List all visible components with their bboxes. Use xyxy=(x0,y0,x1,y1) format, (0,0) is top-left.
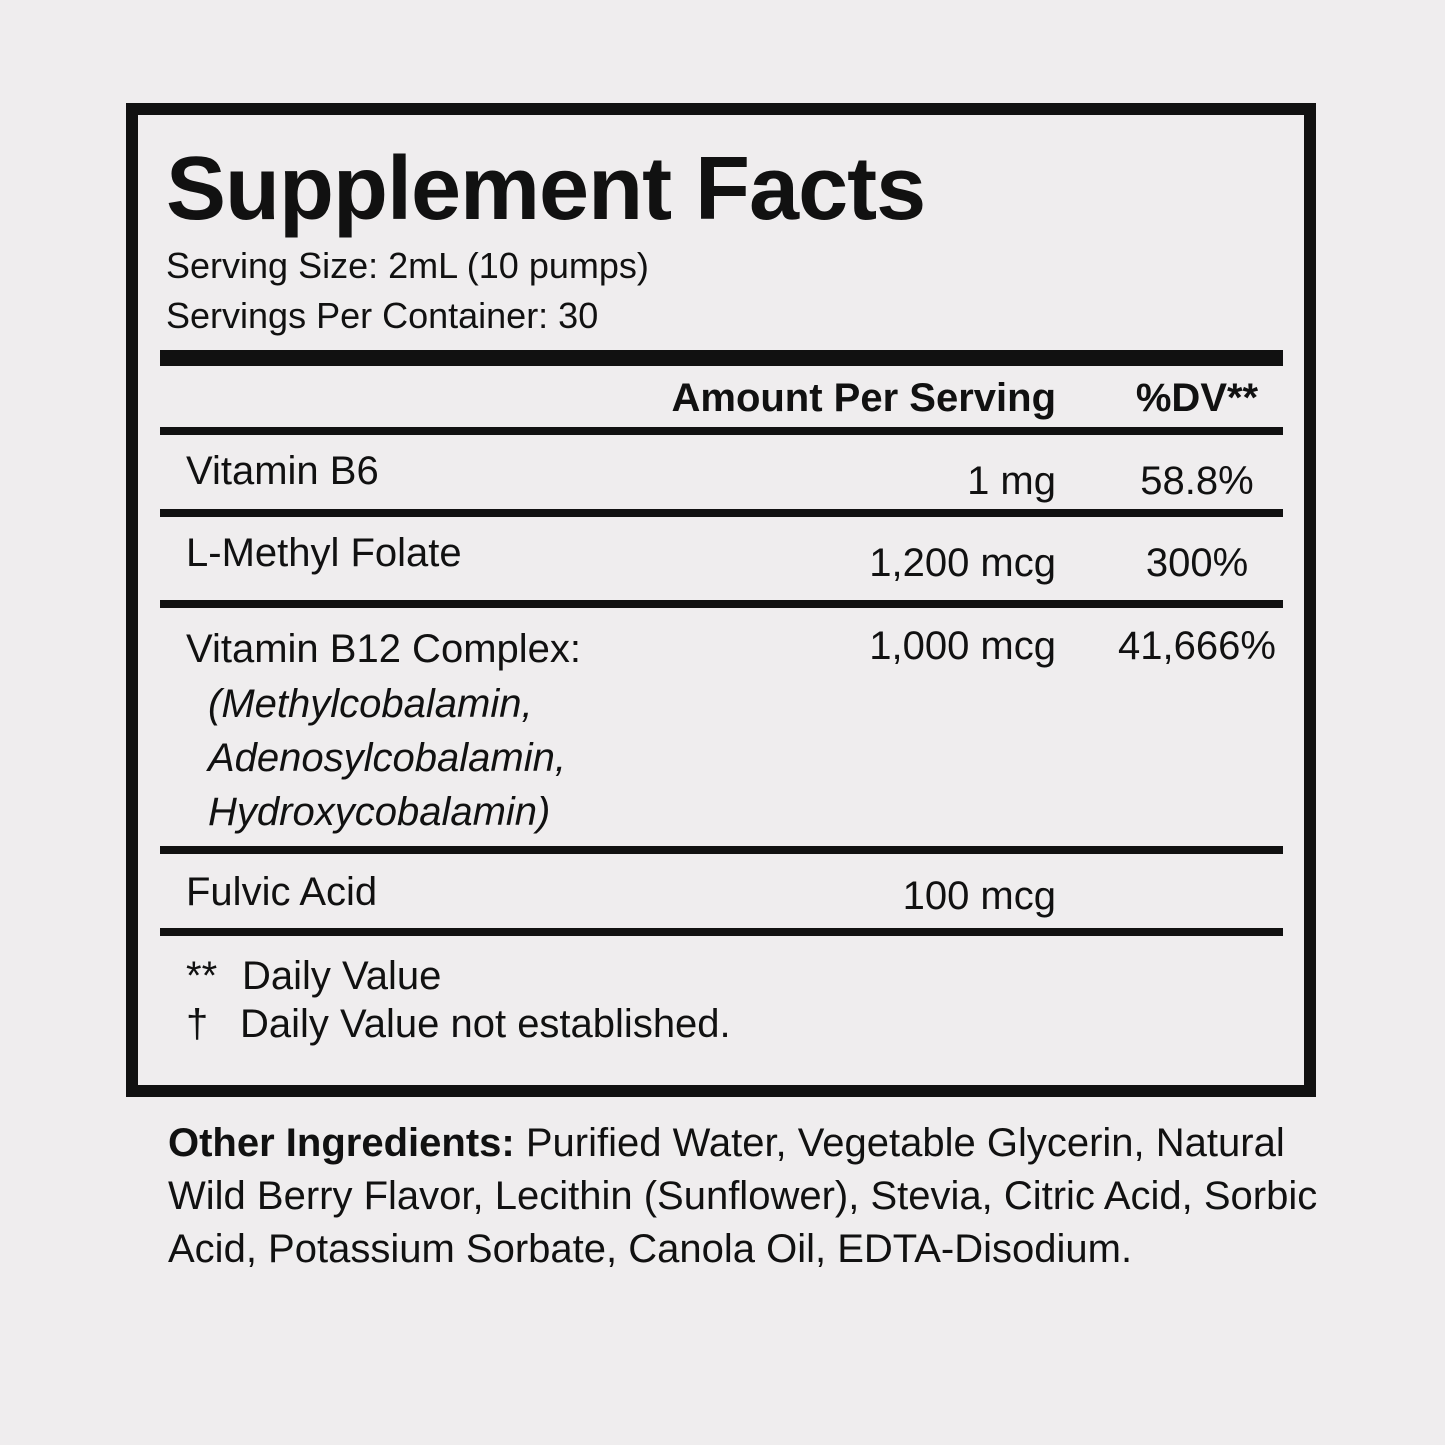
nutrient-sub: Hydroxycobalamin) xyxy=(208,790,551,834)
other-ingredients: Other Ingredients: Purified Water, Veget… xyxy=(168,1117,1318,1276)
rule xyxy=(160,600,1283,608)
other-ingredients-text: Purified Water, Vegetable Glycerin, Natu… xyxy=(168,1121,1318,1271)
nutrient-amount: 1 mg xyxy=(967,459,1056,503)
rule xyxy=(160,846,1283,854)
footnote-text: Daily Value xyxy=(242,954,442,998)
facts-box xyxy=(126,103,1316,1097)
nutrient-name: Vitamin B12 Complex: xyxy=(186,627,581,671)
serving-size: Serving Size: 2mL (10 pumps) xyxy=(166,245,649,286)
other-ingredients-label: Other Ingredients: xyxy=(168,1121,515,1165)
header-dv: %DV** xyxy=(1135,376,1259,420)
nutrient-dv: 300% xyxy=(1145,541,1249,585)
header-amount: Amount Per Serving xyxy=(671,376,1056,420)
nutrient-amount: 100 mcg xyxy=(902,874,1056,918)
nutrient-amount: 1,000 mcg xyxy=(869,624,1056,668)
nutrient-sub: Adenosylcobalamin, xyxy=(208,736,566,780)
footnote-symbol: ** xyxy=(186,954,218,998)
rule xyxy=(160,427,1283,435)
footnote-symbol: † xyxy=(186,1002,209,1046)
title: Supplement Facts xyxy=(166,139,926,239)
nutrient-dv: 58.8% xyxy=(1140,459,1254,503)
thick-rule xyxy=(160,350,1283,366)
rule xyxy=(160,928,1283,936)
nutrient-amount: 1,200 mcg xyxy=(869,541,1056,585)
nutrient-dv: 41,666% xyxy=(1118,624,1276,668)
nutrient-name: L-Methyl Folate xyxy=(186,531,462,575)
nutrient-name: Fulvic Acid xyxy=(186,870,378,914)
nutrient-name: Vitamin B6 xyxy=(186,449,379,493)
rule xyxy=(160,509,1283,517)
servings-per-container: Servings Per Container: 30 xyxy=(166,295,599,336)
nutrient-sub: (Methylcobalamin, xyxy=(208,682,533,726)
footnote-text: Daily Value not established. xyxy=(240,1002,731,1046)
